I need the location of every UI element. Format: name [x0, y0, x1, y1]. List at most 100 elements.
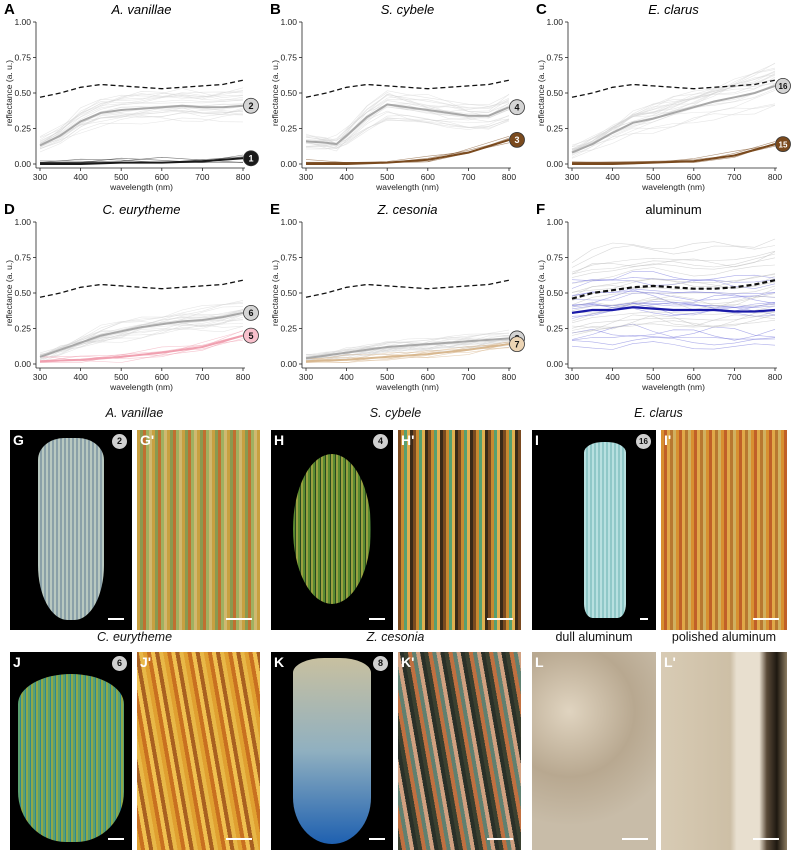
- series-badge: [509, 131, 525, 148]
- x-tick-label: 300: [565, 172, 579, 182]
- trace-line: [39, 110, 244, 148]
- trace-line: [571, 303, 776, 317]
- micrograph-k: [271, 652, 393, 850]
- micrograph-title: A. vanillae: [105, 406, 164, 420]
- scale-bar: [487, 618, 513, 620]
- x-tick-label: 300: [33, 372, 47, 382]
- y-axis-label: reflectance (a. u.): [270, 260, 280, 326]
- y-tick-label: 1.00: [546, 217, 563, 227]
- x-tick-label: 600: [687, 172, 701, 182]
- y-tick-label: 0.50: [546, 288, 563, 298]
- y-tick-label: 0.75: [14, 53, 31, 63]
- wing-scale-image: [18, 674, 124, 842]
- trace-line: [39, 309, 244, 358]
- trace-line: [305, 90, 510, 141]
- series-badge: [243, 327, 259, 344]
- trace-line: [39, 110, 244, 149]
- y-axis-label: reflectance (a. u.): [536, 260, 546, 326]
- trace-line: [305, 92, 510, 147]
- reference-line: [39, 79, 244, 98]
- trace-line: [571, 314, 776, 331]
- x-tick-label: 400: [340, 372, 354, 382]
- trace-line: [305, 117, 510, 150]
- trace-line: [571, 250, 776, 273]
- x-tick-label: 400: [340, 172, 354, 182]
- scale-bar: [226, 838, 252, 840]
- scale-bar: [108, 838, 124, 840]
- trace-line: [571, 323, 776, 340]
- trace-line: [305, 111, 510, 149]
- y-axis-label: reflectance (a. u.): [4, 60, 14, 126]
- trace-line: [305, 98, 510, 142]
- panel-title: A. vanillae: [111, 2, 172, 17]
- reference-line: [305, 279, 510, 298]
- x-tick-label: 800: [768, 372, 782, 382]
- trace-line: [305, 94, 510, 142]
- y-axis-label: reflectance (a. u.): [270, 60, 280, 126]
- wing-scale-image: [584, 442, 626, 618]
- x-tick-label: 500: [114, 372, 128, 382]
- x-tick-label: 700: [461, 372, 475, 382]
- series-line: [39, 334, 244, 363]
- x-tick-label: 600: [155, 372, 169, 382]
- micrograph-title: E. clarus: [634, 406, 683, 420]
- y-tick-label: 0.00: [280, 359, 297, 369]
- y-tick-label: 0.00: [546, 159, 563, 169]
- trace-line: [39, 326, 244, 362]
- x-tick-label: 300: [33, 172, 47, 182]
- scale-bar: [108, 618, 124, 620]
- micrograph-letter: L': [664, 654, 676, 670]
- series-line: [39, 104, 244, 147]
- scale-bar: [487, 838, 513, 840]
- y-tick-label: 0.25: [14, 124, 31, 134]
- trace-line: [571, 314, 776, 334]
- y-tick-label: 1.00: [14, 17, 31, 27]
- series-badge: [509, 99, 525, 116]
- micrograph-letter: G': [140, 432, 155, 448]
- trace-line: [571, 295, 776, 314]
- micrograph-letter: K: [274, 654, 285, 670]
- y-tick-label: 0.75: [546, 253, 563, 263]
- trace-line: [571, 70, 776, 152]
- x-tick-label: 400: [606, 172, 620, 182]
- chart-panel-a: A A. vanillae 300 400 500 600 700 800 0.00 0.25 0.…: [4, 1, 259, 192]
- trace-line: [571, 341, 776, 350]
- trace-line: [39, 99, 244, 144]
- trace-line: [39, 318, 244, 358]
- trace-line: [571, 288, 776, 308]
- micrograph-h-prime: [398, 430, 521, 630]
- trace-line: [571, 273, 776, 293]
- chart-panel-e: E Z. cesonia 300 400 500 600 700 800 0.00 0.25 0.5…: [270, 201, 525, 392]
- x-tick-label: 300: [299, 172, 313, 182]
- wing-scale-image: [293, 454, 371, 604]
- series-badge-label: 15: [779, 140, 788, 149]
- x-tick-label: 500: [114, 172, 128, 182]
- series-line: [571, 279, 776, 300]
- y-tick-label: 0.50: [546, 88, 563, 98]
- scale-bar: [369, 838, 385, 840]
- reference-line: [39, 279, 244, 298]
- x-axis-label: wavelength (nm): [109, 382, 173, 392]
- y-tick-label: 0.50: [280, 88, 297, 98]
- series-badge: [509, 336, 525, 353]
- trace-line: [39, 88, 244, 146]
- y-tick-label: 0.50: [14, 88, 31, 98]
- trace-line: [571, 311, 776, 330]
- trace-line: [571, 264, 776, 284]
- reference-line: [571, 79, 776, 98]
- trace-line: [571, 62, 776, 147]
- series-line: [571, 84, 776, 154]
- x-tick-label: 400: [606, 372, 620, 382]
- trace-line: [571, 104, 776, 159]
- x-tick-label: 800: [502, 372, 516, 382]
- series-badge-label: 16: [779, 82, 788, 91]
- trace-line: [571, 292, 776, 301]
- x-tick-label: 700: [195, 372, 209, 382]
- series-badge-label: 2: [248, 101, 253, 111]
- trace-line: [39, 94, 244, 143]
- series-badge: [243, 150, 259, 167]
- panel-title: Z. cesonia: [377, 202, 438, 217]
- y-tick-label: 0.75: [280, 53, 297, 63]
- trace-line: [571, 69, 776, 150]
- y-tick-label: 0.75: [14, 253, 31, 263]
